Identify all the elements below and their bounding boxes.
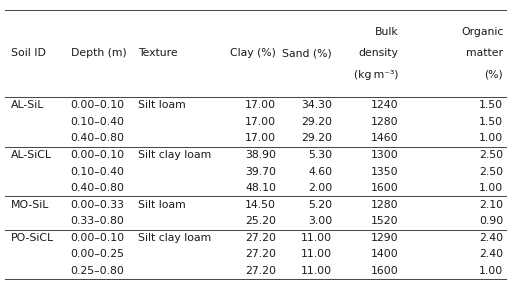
Text: MO-SiL: MO-SiL	[11, 200, 50, 210]
Text: Sand (%): Sand (%)	[283, 48, 332, 58]
Text: 17.00: 17.00	[245, 133, 276, 143]
Text: 38.90: 38.90	[245, 150, 276, 160]
Text: 1.00: 1.00	[479, 266, 503, 276]
Text: 2.40: 2.40	[479, 249, 503, 259]
Text: 11.00: 11.00	[301, 249, 332, 259]
Text: Silt loam: Silt loam	[138, 200, 185, 210]
Text: 27.20: 27.20	[245, 266, 276, 276]
Text: Bulk: Bulk	[375, 27, 399, 37]
Text: 25.20: 25.20	[245, 216, 276, 226]
Text: Silt clay loam: Silt clay loam	[138, 233, 211, 243]
Text: 48.10: 48.10	[245, 183, 276, 193]
Text: Texture: Texture	[138, 48, 178, 58]
Text: 2.40: 2.40	[479, 233, 503, 243]
Text: 1520: 1520	[371, 216, 399, 226]
Text: 27.20: 27.20	[245, 233, 276, 243]
Text: 1240: 1240	[371, 100, 399, 110]
Text: 0.40–0.80: 0.40–0.80	[71, 133, 125, 143]
Text: 2.50: 2.50	[479, 150, 503, 160]
Text: 0.10–0.40: 0.10–0.40	[71, 117, 125, 127]
Text: 0.40–0.80: 0.40–0.80	[71, 183, 125, 193]
Text: 1350: 1350	[371, 166, 399, 176]
Text: 0.90: 0.90	[479, 216, 503, 226]
Text: 1.50: 1.50	[479, 100, 503, 110]
Text: 29.20: 29.20	[301, 133, 332, 143]
Text: matter: matter	[467, 48, 503, 58]
Text: 17.00: 17.00	[245, 117, 276, 127]
Text: 0.00–0.25: 0.00–0.25	[71, 249, 125, 259]
Text: 0.10–0.40: 0.10–0.40	[71, 166, 125, 176]
Text: 5.20: 5.20	[308, 200, 332, 210]
Text: 0.00–0.10: 0.00–0.10	[71, 233, 125, 243]
Text: 2.00: 2.00	[308, 183, 332, 193]
Text: 39.70: 39.70	[245, 166, 276, 176]
Text: 1290: 1290	[371, 233, 399, 243]
Text: Soil ID: Soil ID	[11, 48, 46, 58]
Text: 11.00: 11.00	[301, 266, 332, 276]
Text: 0.00–0.33: 0.00–0.33	[71, 200, 125, 210]
Text: 0.00–0.10: 0.00–0.10	[71, 150, 125, 160]
Text: 11.00: 11.00	[301, 233, 332, 243]
Text: 14.50: 14.50	[245, 200, 276, 210]
Text: 4.60: 4.60	[308, 166, 332, 176]
Text: Depth (m): Depth (m)	[71, 48, 126, 58]
Text: 1460: 1460	[371, 133, 399, 143]
Text: 1280: 1280	[371, 200, 399, 210]
Text: 3.00: 3.00	[308, 216, 332, 226]
Text: AL-SiCL: AL-SiCL	[11, 150, 52, 160]
Text: 34.30: 34.30	[301, 100, 332, 110]
Text: density: density	[359, 48, 399, 58]
Text: 0.33–0.80: 0.33–0.80	[71, 216, 124, 226]
Text: AL-SiL: AL-SiL	[11, 100, 44, 110]
Text: 5.30: 5.30	[308, 150, 332, 160]
Text: 1280: 1280	[371, 117, 399, 127]
Text: Clay (%): Clay (%)	[230, 48, 276, 58]
Text: 1600: 1600	[371, 266, 399, 276]
Text: 29.20: 29.20	[301, 117, 332, 127]
Text: 27.20: 27.20	[245, 249, 276, 259]
Text: 1400: 1400	[371, 249, 399, 259]
Text: 1.00: 1.00	[479, 133, 503, 143]
Text: 1.00: 1.00	[479, 183, 503, 193]
Text: 0.00–0.10: 0.00–0.10	[71, 100, 125, 110]
Text: (%): (%)	[484, 70, 503, 80]
Text: 1.50: 1.50	[479, 117, 503, 127]
Text: 2.50: 2.50	[479, 166, 503, 176]
Text: (kg m⁻³): (kg m⁻³)	[354, 70, 399, 80]
Text: 2.10: 2.10	[479, 200, 503, 210]
Text: 1300: 1300	[371, 150, 399, 160]
Text: 0.25–0.80: 0.25–0.80	[71, 266, 124, 276]
Text: 17.00: 17.00	[245, 100, 276, 110]
Text: Silt clay loam: Silt clay loam	[138, 150, 211, 160]
Text: 1600: 1600	[371, 183, 399, 193]
Text: Organic: Organic	[461, 27, 503, 37]
Text: PO-SiCL: PO-SiCL	[11, 233, 54, 243]
Text: Silt loam: Silt loam	[138, 100, 185, 110]
